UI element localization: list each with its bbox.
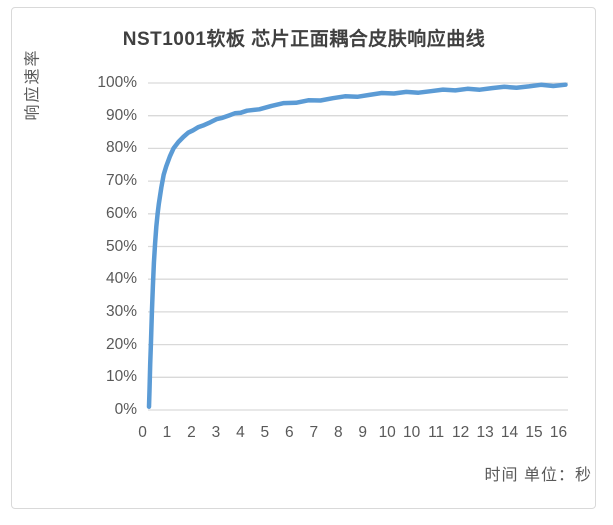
- y-tick-label: 0%: [114, 401, 137, 418]
- chart-title: NST1001软板 芯片正面耦合皮肤响应曲线: [122, 29, 486, 50]
- x-tick-label: 13: [476, 424, 494, 441]
- y-tick-label: 40%: [105, 270, 137, 288]
- y-tick-label: 20%: [105, 335, 137, 353]
- y-tick-label: 100%: [97, 74, 137, 91]
- chart-frame: [11, 7, 596, 509]
- x-tick-label: 15: [525, 424, 543, 441]
- x-tick-label: 11: [428, 424, 445, 441]
- x-tick-label: 8: [333, 424, 343, 441]
- x-tick-label: 6: [285, 424, 294, 441]
- x-tick-label: 16: [549, 424, 568, 441]
- x-tick-label: 9: [358, 424, 368, 441]
- x-tick-label: 10: [378, 424, 396, 441]
- x-axis-title: 时间 单位：秒: [484, 467, 592, 484]
- y-tick-label: 10%: [105, 368, 137, 386]
- y-tick-label: 50%: [105, 237, 137, 255]
- x-tick-label: 2: [187, 424, 196, 441]
- y-tick-label: 80%: [105, 139, 137, 157]
- y-tick-label: 30%: [105, 302, 137, 320]
- y-tick-label: 60%: [105, 204, 137, 222]
- x-tick-label: 7: [309, 424, 319, 441]
- x-tick-label: 1: [162, 424, 172, 441]
- y-tick-label: 70%: [105, 172, 137, 190]
- x-tick-label: 10: [403, 424, 421, 441]
- x-tick-label: 14: [500, 424, 519, 441]
- response-curve: [146, 82, 568, 409]
- x-tick-label: 0: [138, 424, 147, 441]
- x-tick-label: 5: [260, 424, 270, 441]
- gridlines: [148, 82, 568, 411]
- x-tick-label: 3: [211, 424, 221, 441]
- x-tick-label: 4: [236, 424, 245, 441]
- x-tick-label: 12: [451, 424, 470, 441]
- y-tick-label: 90%: [105, 106, 137, 124]
